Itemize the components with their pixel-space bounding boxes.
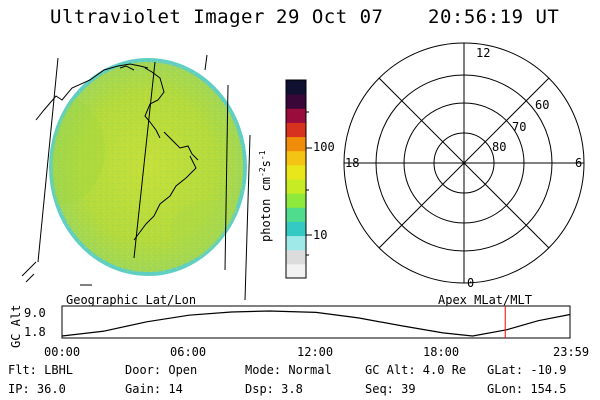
altitude-xtick-1: 06:00 bbox=[170, 345, 207, 359]
mlt-label-18: 18 bbox=[345, 156, 360, 170]
colorbar-segment bbox=[286, 179, 306, 194]
time-label: 20:56:19 UT bbox=[428, 6, 560, 28]
colorbar-segment bbox=[286, 235, 306, 251]
mlat-label-80: 80 bbox=[492, 140, 507, 154]
coastlines bbox=[21, 63, 199, 286]
status-ip: IP: 36.0 bbox=[8, 382, 66, 396]
colorbar-frame bbox=[285, 79, 307, 279]
altitude-xtick-0: 00:00 bbox=[44, 345, 81, 359]
mlat-label-70: 70 bbox=[512, 120, 527, 134]
instrument-title: Ultraviolet Imager bbox=[50, 6, 265, 28]
mlt-line-diag-b bbox=[378, 77, 550, 249]
colorbar-segment bbox=[286, 80, 306, 95]
status-door: Door: Open bbox=[125, 363, 198, 377]
colorbar-segment bbox=[286, 136, 306, 152]
colorbar-segment bbox=[286, 164, 306, 180]
colorbar bbox=[285, 79, 307, 279]
altitude-xtick-2: 12:00 bbox=[297, 345, 334, 359]
mlt-label-12: 12 bbox=[476, 46, 491, 60]
mlat-label-60: 60 bbox=[535, 98, 550, 112]
colorbar-segment bbox=[286, 249, 306, 265]
date-label: 29 Oct 07 bbox=[276, 6, 384, 28]
altitude-ymax: 9.0 bbox=[24, 306, 46, 320]
altitude-xtick-4: 23:59 bbox=[553, 345, 590, 359]
colorbar-segment bbox=[286, 94, 306, 109]
status-glon: GLon: 154.5 bbox=[487, 382, 567, 396]
colorbar-segment bbox=[286, 122, 306, 138]
status-mode: Mode: Normal bbox=[245, 363, 332, 377]
status-gc-alt: GC Alt: 4.0 Re bbox=[365, 363, 467, 377]
meridian-lines bbox=[37, 54, 251, 301]
status-seq: Seq: 39 bbox=[365, 382, 416, 396]
altitude-ylabel: GC Alt bbox=[9, 304, 23, 348]
status-gain: Gain: 14 bbox=[125, 382, 183, 396]
altitude-series-line bbox=[61, 310, 571, 337]
mlt-label-0: 0 bbox=[467, 276, 475, 290]
colorbar-segment bbox=[286, 221, 306, 237]
magnetic-panel-label: Apex MLat/MLT bbox=[438, 293, 532, 307]
colorbar-segment bbox=[286, 263, 306, 279]
altitude-xtick-3: 18:00 bbox=[423, 345, 460, 359]
altitude-ymin: 1.8 bbox=[24, 325, 46, 339]
status-dsp: Dsp: 3.8 bbox=[245, 382, 303, 396]
colorbar-segment bbox=[286, 207, 306, 222]
colorbar-segment bbox=[286, 108, 306, 123]
geographic-panel-label: Geographic Lat/Lon bbox=[66, 293, 197, 307]
colorbar-tick-100: 100 bbox=[313, 140, 335, 154]
colorbar-segment bbox=[286, 193, 306, 208]
status-glat: GLat: -10.9 bbox=[487, 363, 567, 377]
status-filter: Flt: LBHL bbox=[8, 363, 74, 377]
mlt-label-6: 6 bbox=[575, 156, 583, 170]
colorbar-tick-10: 10 bbox=[313, 228, 328, 242]
colorbar-segment bbox=[286, 150, 306, 166]
altitude-plot-frame bbox=[61, 305, 571, 339]
